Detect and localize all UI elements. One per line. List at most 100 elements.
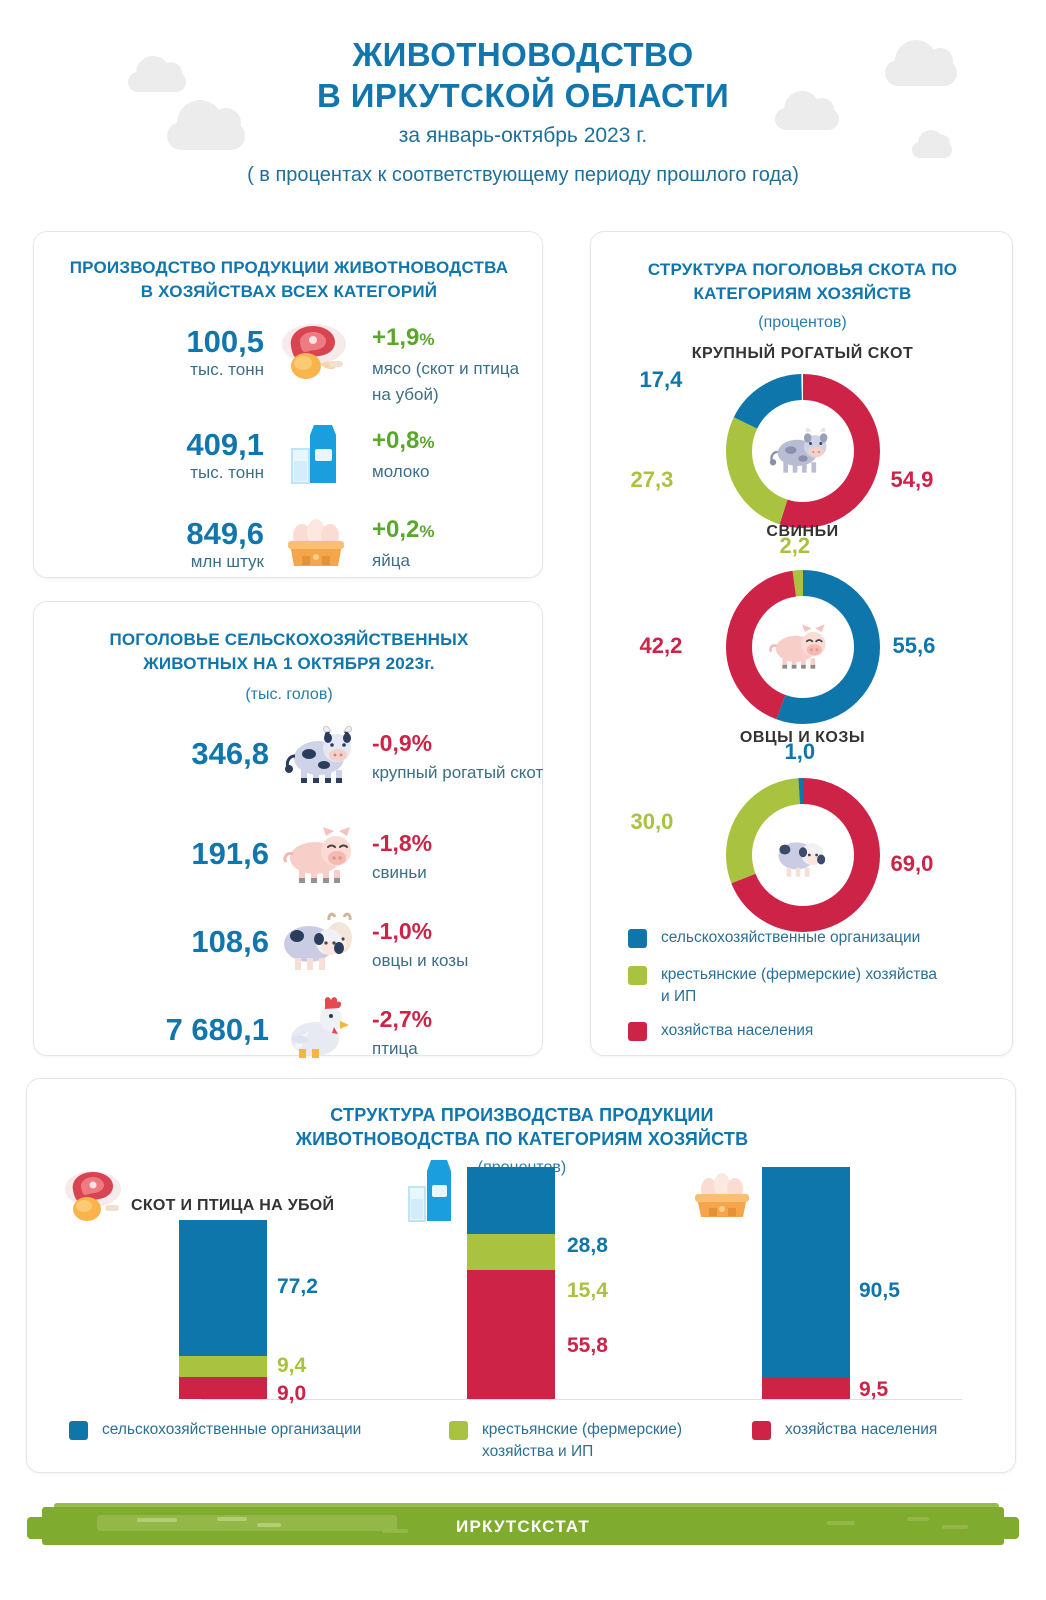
- legend-swatch-green: [449, 1421, 468, 1440]
- cow-icon: [279, 718, 359, 790]
- production-title-line2: В ХОЗЯЙСТВАХ ВСЕХ КАТЕГОРИЙ: [140, 282, 438, 301]
- meat-icon: [274, 318, 358, 384]
- legend-swatch-crimson: [628, 1022, 647, 1041]
- eggs-icon: [274, 510, 358, 576]
- donut-value-organizations: 17,4: [639, 367, 683, 392]
- bar-value-organizations: 28,8: [567, 1234, 608, 1257]
- bar-segment-households: [179, 1377, 267, 1399]
- footer-speck: [257, 1523, 281, 1527]
- bar-segment-organizations: [179, 1220, 267, 1356]
- legend-label: крестьянские (фермерские) хозяйства и ИП: [482, 1421, 683, 1460]
- donut-group-pigs: СВИНЬИ: [591, 523, 1014, 727]
- pig-icon: [279, 818, 359, 890]
- livestock-title-line2: ЖИВОТНЫХ НА 1 ОКТЯБРЯ 2023г.: [143, 654, 435, 673]
- livestock-label: овцы и козы: [372, 951, 469, 970]
- sheep-goat-icon: [279, 906, 359, 978]
- pig-icon: [755, 600, 850, 694]
- legend-swatch-blue: [628, 929, 647, 948]
- production-value: 849,6: [186, 516, 264, 551]
- cloud-icon: [775, 91, 839, 130]
- bar-segment-households: [762, 1377, 850, 1399]
- livestock-value: 191,6: [191, 836, 269, 871]
- legend-item-households: хозяйства населения: [628, 1020, 1008, 1042]
- structure-title-line2: КАТЕГОРИЯМ ХОЗЯЙСТВ: [693, 284, 912, 303]
- donut-value-households: 54,9: [890, 467, 934, 492]
- donut-slice-farms: [725, 778, 880, 932]
- livestock-row-cattle: 346,8: [34, 724, 544, 819]
- structure-title-line1: СТРУКТУРА ПОГОЛОВЬЯ СКОТА ПО: [647, 260, 958, 279]
- livestock-percent: -2,7%: [372, 1006, 433, 1032]
- card-livestock: ПОГОЛОВЬЕ СЕЛЬСКОХОЗЯЙСТВЕННЫХ ЖИВОТНЫХ …: [33, 601, 544, 1058]
- footer-right-nub: [999, 1517, 1019, 1539]
- donut-heading-cattle: КРУПНЫЙ РОГАТЫЙ СКОТ: [691, 345, 914, 362]
- production-unit: тыс. тонн: [190, 463, 264, 482]
- footer-speck: [827, 1521, 855, 1525]
- livestock-row-poultry: 7 680,1 -2,7% птица: [34, 997, 544, 1095]
- livestock-subtitle: (тыс. голов): [245, 686, 333, 703]
- milk-icon: [274, 421, 358, 487]
- production-label: яйца: [372, 551, 410, 570]
- bar-segment-organizations: [467, 1167, 555, 1234]
- production-label: молоко: [372, 462, 430, 481]
- legend-swatch-crimson: [752, 1421, 771, 1440]
- donut-heading-pigs: СВИНЬИ: [766, 523, 839, 540]
- card-structure-livestock: СТРУКТУРА ПОГОЛОВЬЯ СКОТА ПО КАТЕГОРИЯМ …: [590, 231, 1013, 1056]
- donut-value-farms: 27,3: [630, 467, 674, 492]
- production-row-eggs: 849,6 млн штук +0,2% яйца: [34, 516, 544, 611]
- legend-swatch-blue: [69, 1421, 88, 1440]
- header: ЖИВОТНОВОДСТВО В ИРКУТСКОЙ ОБЛАСТИ за ян…: [0, 0, 1046, 210]
- production-row-meat: 100,5 тыс. тонн +1,9% мясо (скот и птица…: [34, 324, 544, 419]
- cloud-icon: [167, 100, 245, 150]
- bar-value-farms: 15,4: [567, 1279, 608, 1302]
- donut-value-households: 69,0: [890, 851, 934, 876]
- donut-value-organizations: 1,0: [784, 739, 816, 764]
- donut-group-cattle: КРУПНЫЙ РОГАТЫЙ СКОТ: [591, 345, 1014, 531]
- livestock-label: крупный рогатый скот: [372, 763, 544, 782]
- production-label: мясо (скот и птица на убой): [372, 359, 520, 404]
- legend-label: хозяйства населения: [785, 1421, 938, 1438]
- livestock-label: свиньи: [372, 863, 427, 882]
- donut-heading-sheep-goats: ОВЦЫ И КОЗЫ: [739, 729, 866, 746]
- donut-slice-farms: [725, 570, 880, 724]
- bar-segment-farms: [467, 1234, 555, 1270]
- donut-value-households: 42,2: [639, 633, 683, 658]
- livestock-percent: -1,8%: [372, 830, 433, 856]
- card-production: ПРОИЗВОДСТВО ПРОДУКЦИИ ЖИВОТНОВОДСТВА В …: [33, 231, 543, 578]
- legend-label: хозяйства населения: [661, 1022, 814, 1039]
- legend-item-households: хозяйства населения: [752, 1419, 1002, 1441]
- donut-slice-households: [725, 374, 880, 528]
- legend-item-organizations: сельскохозяйственные организации: [628, 927, 1008, 949]
- production-percent: +0,8%: [372, 427, 435, 454]
- bar-category-label-meat: СКОТ И ПТИЦА НА УБОЙ: [131, 1197, 335, 1214]
- card-structure-production: СТРУКТУРА ПРОИЗВОДСТВА ПРОДУКЦИИ ЖИВОТНО…: [26, 1078, 1016, 1473]
- livestock-value: 7 680,1: [165, 1012, 269, 1047]
- livestock-percent: -0,9%: [372, 730, 433, 756]
- footer-speck: [217, 1517, 247, 1521]
- livestock-percent: -1,0%: [372, 918, 433, 944]
- bar-stack-eggs: [762, 1167, 850, 1399]
- page-title-line1: ЖИВОТНОВОДСТВО: [352, 36, 694, 73]
- legend-swatch-green: [628, 966, 647, 985]
- donut-value-organizations: 55,6: [892, 633, 936, 658]
- bars-title-line2: ЖИВОТНОВОДСТВА ПО КАТЕГОРИЯМ ХОЗЯЙСТВ: [295, 1129, 749, 1149]
- bar-value-organizations: 77,2: [277, 1275, 318, 1298]
- bar-value-organizations: 90,5: [859, 1279, 900, 1302]
- sheep-icon: [755, 808, 850, 902]
- bar-stack-milk: [467, 1167, 555, 1399]
- period-subtitle: за январь-октябрь 2023 г.: [398, 124, 648, 147]
- cow-icon: [755, 404, 850, 498]
- cloud-icon: [885, 40, 957, 86]
- production-percent: +1,9%: [372, 324, 435, 351]
- milk-icon: [397, 1157, 469, 1222]
- donut-value-farms: 30,0: [630, 809, 674, 834]
- production-title-line1: ПРОИЗВОДСТВО ПРОДУКЦИИ ЖИВОТНОВОДСТВА: [69, 258, 509, 277]
- legend-item-farms: крестьянские (фермерские) хозяйства и ИП: [449, 1419, 729, 1463]
- bar-value-households: 55,8: [567, 1334, 608, 1357]
- production-value: 409,1: [186, 427, 264, 462]
- footer-speck: [137, 1518, 177, 1522]
- donut-chart-cattle: 17,4 27,3 54,9: [631, 367, 933, 531]
- bar-segment-households: [467, 1270, 555, 1399]
- structure-subtitle: (процентов): [758, 314, 847, 331]
- footer-label: ИРКУТСКСТАТ: [456, 1517, 590, 1536]
- legend-item-organizations: сельскохозяйственные организации: [69, 1419, 399, 1441]
